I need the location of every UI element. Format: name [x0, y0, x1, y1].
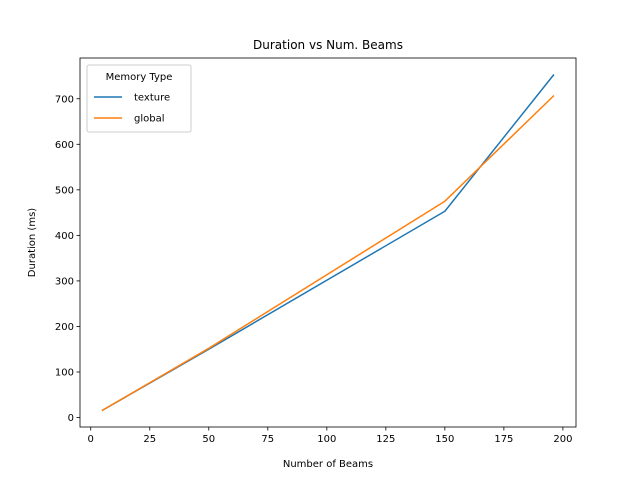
y-tick-label: 100 [55, 367, 74, 378]
legend-entries: texture global [94, 93, 170, 125]
x-tick-label: 75 [261, 434, 274, 445]
axes-frame [79, 57, 577, 428]
legend-label-global: global [134, 114, 165, 125]
y-tick-label: 0 [68, 413, 74, 424]
x-tick-label: 200 [553, 434, 572, 445]
y-tick-label: 400 [55, 231, 74, 242]
x-tick-label: 125 [376, 434, 395, 445]
x-tick-label: 50 [202, 434, 215, 445]
x-tick-label: 150 [435, 434, 454, 445]
legend-label-texture: texture [134, 93, 170, 104]
x-tick-label: 25 [143, 434, 156, 445]
y-axis-label: Duration (ms) [27, 208, 38, 277]
y-axis-ticks: 0 100 200 300 400 500 600 700 [55, 94, 80, 424]
chart-title: Duration vs Num. Beams [253, 38, 403, 52]
legend-title: Memory Type [106, 72, 173, 83]
legend: Memory Type texture global [86, 64, 192, 133]
x-tick-label: 100 [317, 434, 336, 445]
legend-box [86, 64, 192, 133]
y-tick-label: 700 [55, 94, 74, 105]
y-tick-label: 200 [55, 322, 74, 333]
series-layer [101, 74, 555, 412]
series-line-global [101, 94, 555, 412]
x-tick-label: 175 [494, 434, 513, 445]
y-tick-label: 500 [55, 185, 74, 196]
y-tick-label: 300 [55, 276, 74, 287]
x-tick-label: 0 [88, 434, 94, 445]
x-axis-label: Number of Beams [283, 459, 373, 470]
x-axis-ticks: 0 25 50 75 100 125 150 175 200 [88, 427, 572, 445]
y-tick-label: 600 [55, 140, 74, 151]
